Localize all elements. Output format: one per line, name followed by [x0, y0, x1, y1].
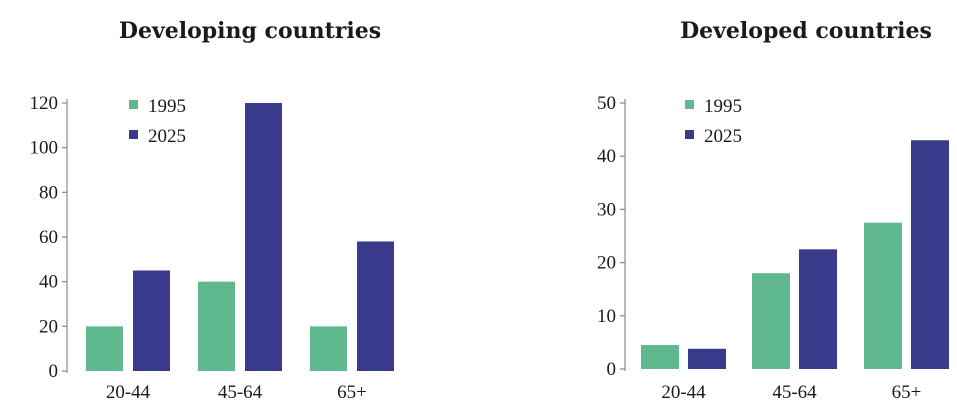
legend-label: 2025 [148, 126, 186, 147]
y-tick-label: 10 [597, 306, 616, 327]
x-tick-label: 20-44 [106, 382, 151, 403]
developed-countries-chart: Developed countries 0 10 20 30 40 50 20-44 45-6… [597, 18, 949, 403]
y-tick-label: 20 [39, 316, 58, 337]
bar-1995-20-44 [86, 326, 123, 371]
chart-title: Developed countries [680, 18, 932, 44]
y-tick-label: 20 [597, 253, 616, 274]
bar-2025-65+ [357, 241, 394, 371]
bar-1995-45-64 [752, 273, 790, 369]
x-tick-label: 45-64 [772, 382, 817, 403]
x-tick-label: 65+ [337, 382, 367, 403]
bar-1995-45-64 [198, 281, 235, 371]
bar-2025-45-64 [245, 103, 282, 371]
bar-1995-20-44 [641, 345, 679, 369]
y-tick-label: 60 [39, 227, 58, 248]
y-tick-label: 50 [597, 93, 616, 114]
y-tick-label: 40 [597, 146, 616, 167]
bar-2025-45-64 [799, 249, 837, 369]
bar-1995-65+ [864, 222, 902, 369]
bar-2025-65+ [911, 140, 949, 369]
legend-swatch [129, 100, 138, 109]
x-tick-label: 45-64 [218, 382, 263, 403]
legend-label: 1995 [148, 96, 186, 117]
legend-swatch [685, 130, 694, 139]
chart-title: Developing countries [119, 18, 381, 44]
bar-2025-20-44 [688, 348, 726, 369]
y-tick-label: 30 [597, 199, 616, 220]
legend-swatch [685, 100, 694, 109]
developing-countries-chart: Developing countries 0 20 40 60 80 100 120 20-4… [30, 18, 394, 403]
bar-1995-65+ [310, 326, 347, 371]
y-tick-label: 80 [39, 182, 58, 203]
y-tick-label: 0 [49, 361, 59, 382]
y-tick-label: 100 [30, 138, 59, 159]
bar-2025-20-44 [133, 270, 170, 371]
legend-label: 1995 [704, 96, 742, 117]
y-tick-label: 120 [30, 93, 59, 114]
legend-label: 2025 [704, 126, 742, 147]
y-tick-label: 40 [39, 272, 58, 293]
x-tick-label: 65+ [892, 382, 922, 403]
legend-swatch [129, 130, 138, 139]
y-tick-label: 0 [607, 359, 617, 380]
x-tick-label: 20-44 [661, 382, 706, 403]
